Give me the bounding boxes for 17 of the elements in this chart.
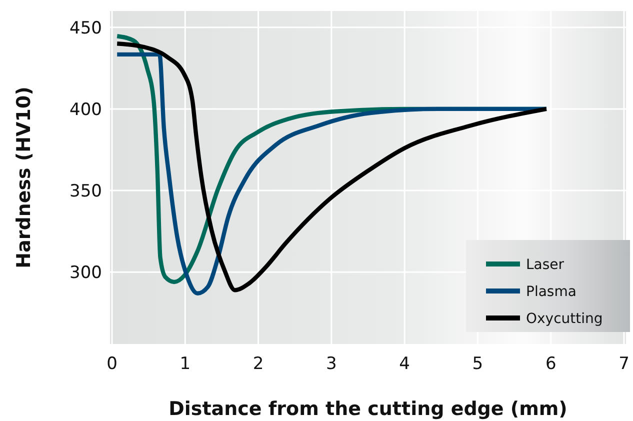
y-tick-label: 300	[70, 263, 102, 284]
x-tick-label: 1	[180, 354, 191, 374]
y-tick-label: 350	[70, 182, 102, 202]
x-tick-label: 4	[399, 354, 410, 374]
x-tick-label: 2	[252, 354, 264, 374]
legend-label: Laser	[526, 257, 564, 273]
y-tick-label: 400	[70, 100, 102, 120]
x-tick-label: 6	[545, 354, 556, 374]
legend-label: Plasma	[526, 284, 576, 300]
x-tick-label: 0	[106, 354, 118, 374]
x-tick-label: 3	[326, 354, 337, 374]
legend-label: Oxycutting	[526, 311, 603, 327]
y-tick-label: 450	[70, 18, 102, 38]
x-tick-label: 7	[618, 354, 630, 374]
y-axis-title: Hardness (HV10)	[13, 86, 35, 268]
x-axis-title: Distance from the cutting edge (mm)	[168, 398, 568, 420]
x-tick-label: 5	[472, 354, 484, 374]
